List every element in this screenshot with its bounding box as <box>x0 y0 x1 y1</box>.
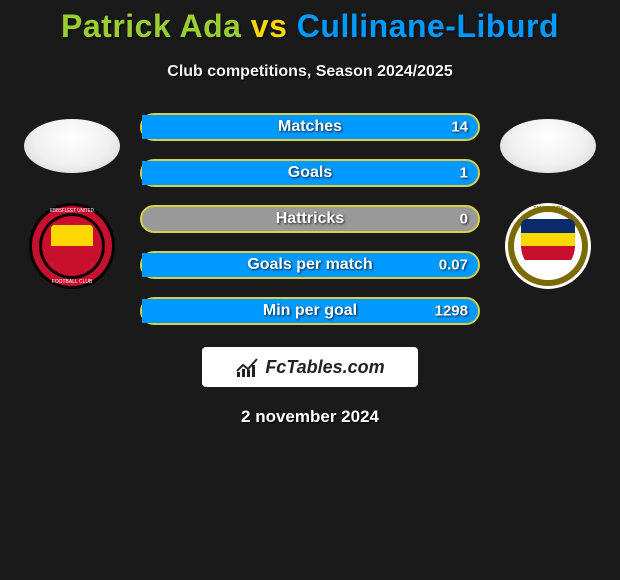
club-badge-tamworth: TAMWORTH <box>505 203 591 289</box>
player2-avatar <box>500 119 596 173</box>
stat-bars: Matches14 Goals1 Hattricks0 Goals per match… <box>140 113 480 325</box>
right-side: TAMWORTH <box>498 113 598 289</box>
vs-label: vs <box>251 8 288 44</box>
badge-text: EBBSFLEET UNITED <box>33 208 110 214</box>
stat-bar: Min per goal1298 <box>140 297 480 325</box>
stat-bar: Hattricks0 <box>140 205 480 233</box>
stat-bar: Matches14 <box>140 113 480 141</box>
player1-avatar <box>24 119 120 173</box>
badge-text-bottom: FOOTBALL CLUB <box>29 279 115 285</box>
stat-value-right: 0.07 <box>439 257 468 274</box>
chart-icon <box>235 357 259 377</box>
left-side: EBBSFLEET UNITED FOOTBALL CLUB <box>22 113 122 289</box>
subtitle: Club competitions, Season 2024/2025 <box>167 63 452 81</box>
stat-value-right: 0 <box>460 211 468 228</box>
player2-name: Cullinane-Liburd <box>297 8 559 44</box>
stat-bar: Goals1 <box>140 159 480 187</box>
stat-value-right: 14 <box>451 119 468 136</box>
main-area: EBBSFLEET UNITED FOOTBALL CLUB Matches14… <box>0 113 620 325</box>
badge-text: TAMWORTH <box>505 206 591 212</box>
page-title: Patrick Ada vs Cullinane-Liburd <box>61 8 559 45</box>
date: 2 november 2024 <box>241 407 379 427</box>
stat-label: Goals per match <box>142 256 478 274</box>
stat-value-right: 1298 <box>435 303 468 320</box>
stat-label: Hattricks <box>142 210 478 228</box>
attribution-text: FcTables.com <box>265 357 384 378</box>
stat-label: Matches <box>142 118 478 136</box>
club-badge-ebbsfleet: EBBSFLEET UNITED FOOTBALL CLUB <box>29 203 115 289</box>
comparison-card: Patrick Ada vs Cullinane-Liburd Club com… <box>0 0 620 427</box>
player1-name: Patrick Ada <box>61 8 241 44</box>
stat-bar: Goals per match0.07 <box>140 251 480 279</box>
stat-label: Goals <box>142 164 478 182</box>
attribution: FcTables.com <box>202 347 418 387</box>
stat-value-right: 1 <box>460 165 468 182</box>
stat-label: Min per goal <box>142 302 478 320</box>
